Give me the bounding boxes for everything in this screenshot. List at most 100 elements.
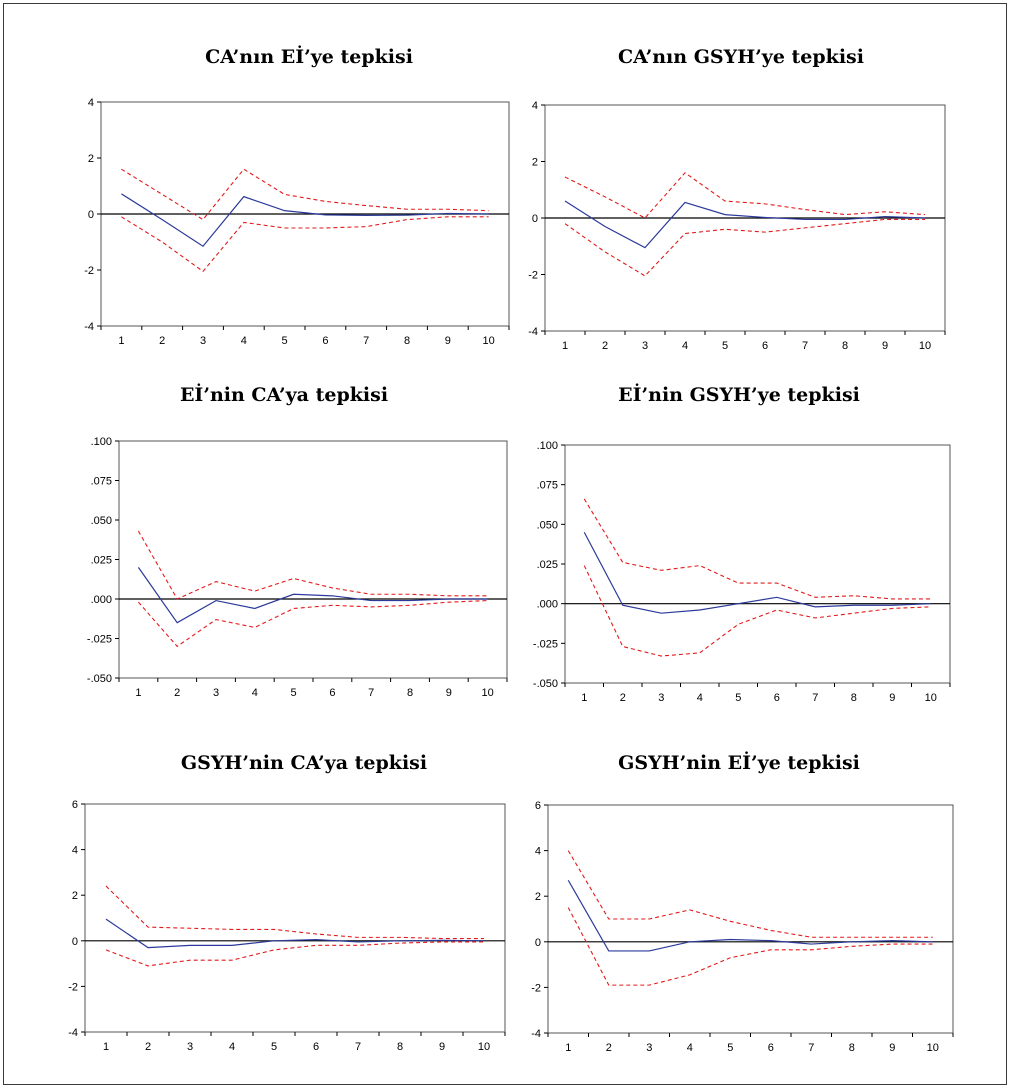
- lower-band-line: [137, 600, 488, 648]
- irf-chart-gsyh-ca: -4 -2 0 2 4 6 1 2 3 4 5 6 7 8 9 10: [68, 799, 506, 1053]
- x-tick-label: 3: [646, 1042, 652, 1054]
- plot-area: [118, 440, 508, 679]
- y-tick-label: -4: [528, 326, 538, 338]
- y-tick-label: -.050: [87, 673, 112, 685]
- x-tick-label: 7: [355, 1041, 361, 1053]
- x-tick-label: 10: [481, 687, 493, 699]
- y-tick-label: 6: [72, 799, 78, 811]
- y-tick-label: 0: [72, 936, 78, 948]
- x-tick-label: 1: [562, 340, 568, 352]
- panel-title-ca-ei: CA’nın Eİ’ye tepkisi: [205, 46, 413, 68]
- y-tick-label: .000: [537, 599, 558, 611]
- y-tick-label: 4: [535, 846, 541, 858]
- response-line: [567, 879, 933, 952]
- x-tick-label: 1: [118, 335, 124, 347]
- upper-band-line: [583, 498, 931, 600]
- response-line: [121, 193, 489, 247]
- x-tick-label: 8: [397, 1041, 403, 1053]
- lower-band-line: [564, 218, 925, 277]
- upper-band-line: [564, 172, 926, 219]
- x-tick-label: 5: [271, 1041, 277, 1053]
- x-tick-label: 9: [889, 1042, 895, 1054]
- y-tick-label: 2: [88, 153, 94, 165]
- panel-title-gsyh-ei: GSYH’nin Eİ’ye tepkisi: [618, 752, 860, 774]
- upper-band-line: [137, 530, 488, 600]
- x-tick-label: 10: [925, 692, 937, 704]
- lower-band-line: [105, 941, 484, 967]
- response-line: [137, 567, 488, 624]
- y-tick-label: .075: [91, 476, 112, 488]
- irf-chart-gsyh-ei: -4 -2 0 2 4 6 1 2 3 4 5 6 7 8 9 10: [531, 800, 954, 1054]
- x-tick-label: 1: [581, 692, 587, 704]
- x-tick-label: 3: [187, 1041, 193, 1053]
- y-tick-label: .100: [91, 436, 112, 448]
- panel-title-ei-gsyh: Eİ’nin GSYH’ye tepkisi: [618, 384, 860, 406]
- x-tick-label: 1: [103, 1041, 109, 1053]
- x-tick-label: 2: [145, 1041, 151, 1053]
- x-tick-label: 4: [697, 692, 703, 704]
- irf-chart-ca-ei: -4 -2 0 2 4 1 2 3 4 5 6 7 8 9 10: [84, 97, 510, 347]
- x-tick-label: 2: [174, 687, 180, 699]
- x-tick-label: 9: [439, 1041, 445, 1053]
- x-tick-label: 9: [882, 340, 888, 352]
- x-tick-label: 6: [774, 692, 780, 704]
- x-tick-label: 10: [478, 1041, 490, 1053]
- figure-frame: CA’nın Eİ’ye tepkisi CA’nın GSYH’ye tepk…: [3, 3, 1007, 1085]
- y-tick-label: -.025: [87, 634, 112, 646]
- x-tick-label: 2: [620, 692, 626, 704]
- x-tick-label: 8: [407, 687, 413, 699]
- y-tick-label: -2: [84, 265, 94, 277]
- y-tick-label: -.050: [533, 678, 558, 690]
- irf-chart-ca-gsyh: -4 -2 0 2 4 1 2 3 4 5 6 7 8 9 10: [528, 100, 946, 352]
- y-tick-label: -.025: [533, 638, 558, 650]
- x-tick-label: 2: [606, 1042, 612, 1054]
- x-tick-label: 10: [482, 335, 494, 347]
- x-tick-label: 6: [313, 1041, 319, 1053]
- y-tick-label: 2: [535, 891, 541, 903]
- x-tick-label: 5: [282, 335, 288, 347]
- y-tick-label: 0: [88, 209, 94, 221]
- y-tick-label: .050: [537, 519, 558, 531]
- y-tick-label: .050: [91, 515, 112, 527]
- y-tick-label: 2: [532, 157, 538, 169]
- x-tick-label: 9: [446, 687, 452, 699]
- irf-chart-ei-ca: -.050 -.025 .000 .025 .050 .075 .100 1 2 3 4 5 6 7 8 9 1…: [87, 436, 508, 699]
- y-tick-label: .025: [91, 555, 112, 567]
- x-tick-label: 6: [329, 687, 335, 699]
- x-tick-label: 1: [135, 687, 141, 699]
- x-tick-label: 7: [802, 340, 808, 352]
- x-tick-label: 8: [851, 692, 857, 704]
- y-tick-label: 2: [72, 890, 78, 902]
- x-tick-label: 5: [735, 692, 741, 704]
- irf-chart-ei-gsyh: -.050 -.025 .000 .025 .050 .075 .100 1 2 3 4 5 6 7 8 9 1…: [533, 440, 951, 704]
- x-tick-label: 10: [927, 1042, 939, 1054]
- upper-band-line: [121, 168, 489, 221]
- x-tick-label: 8: [842, 340, 848, 352]
- x-tick-label: 10: [919, 340, 931, 352]
- x-tick-label: 2: [159, 335, 165, 347]
- lower-band-line: [121, 216, 489, 273]
- x-tick-label: 6: [762, 340, 768, 352]
- x-tick-label: 7: [363, 335, 369, 347]
- x-tick-label: 4: [241, 335, 247, 347]
- y-tick-label: 0: [535, 937, 541, 949]
- y-tick-label: 0: [532, 213, 538, 225]
- x-tick-label: 2: [602, 340, 608, 352]
- x-tick-label: 7: [368, 687, 374, 699]
- y-tick-label: .000: [91, 594, 112, 606]
- y-tick-label: -4: [84, 321, 94, 333]
- panel-title-ei-ca: Eİ’nin CA’ya tepkisi: [179, 384, 389, 406]
- x-tick-label: 4: [682, 340, 688, 352]
- y-tick-label: -2: [528, 270, 538, 282]
- y-tick-label: -4: [68, 1027, 78, 1039]
- response-line: [583, 531, 931, 614]
- x-tick-label: 9: [889, 692, 895, 704]
- plot-area: [564, 444, 951, 684]
- y-tick-label: -2: [531, 982, 541, 994]
- x-tick-label: 3: [200, 335, 206, 347]
- x-tick-label: 5: [727, 1042, 733, 1054]
- x-tick-label: 3: [658, 692, 664, 704]
- panel-title-gsyh-ca: GSYH’nin CA’ya tepkisi: [180, 752, 428, 774]
- x-tick-label: 4: [229, 1041, 235, 1053]
- lower-band-line: [583, 565, 931, 657]
